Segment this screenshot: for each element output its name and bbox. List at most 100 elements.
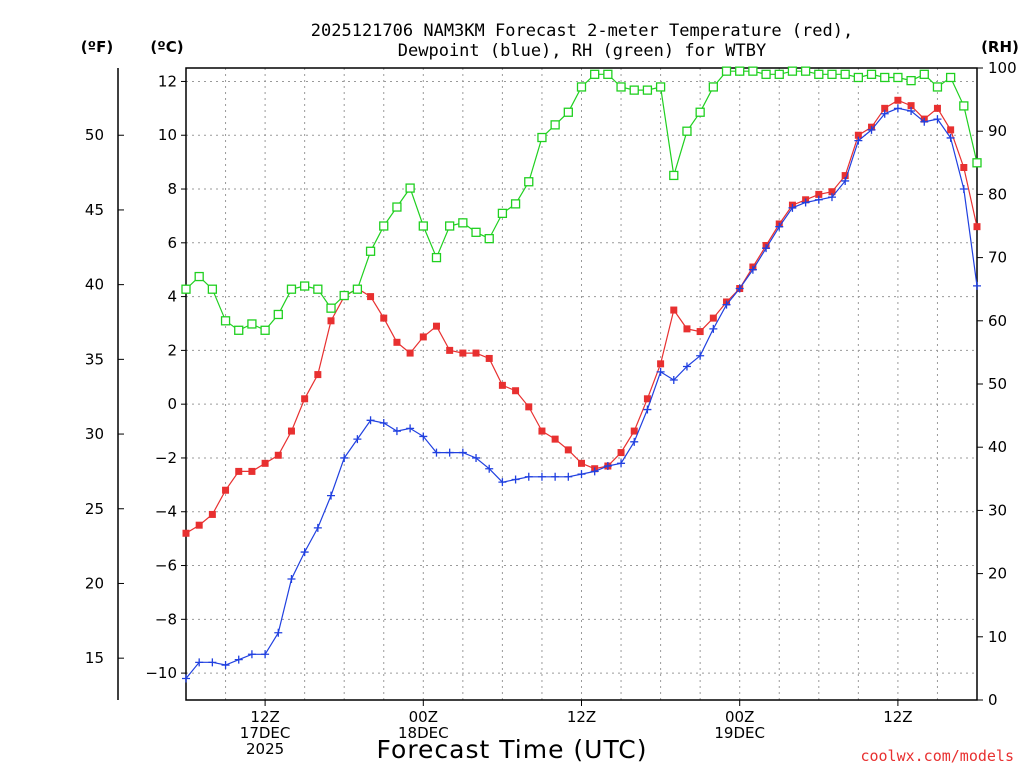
rh-point: [827, 69, 837, 79]
rh-point: [431, 252, 442, 263]
rh-point: [445, 221, 455, 231]
rh-point: [234, 325, 244, 335]
temperature-point: [419, 333, 427, 341]
dewpoint-point: [946, 133, 955, 142]
rh-point: [721, 66, 732, 76]
dewpoint-point: [366, 416, 375, 425]
rh-point: [708, 82, 718, 92]
fahrenheit-tick-label: 50: [85, 126, 104, 144]
rh-point: [339, 290, 349, 301]
rh-point: [576, 82, 587, 92]
rh-tick-label: 50: [988, 375, 1007, 393]
rh-point: [299, 281, 310, 291]
fahrenheit-tick-label: 35: [85, 350, 104, 368]
rh-point: [629, 85, 639, 95]
x-tick-label: 12Z: [883, 708, 912, 726]
dewpoint-point: [827, 193, 836, 202]
rh-tick-label: 30: [988, 501, 1007, 519]
dewpoint-point: [195, 658, 204, 667]
rh-unit-label: (RH): [981, 38, 1019, 56]
celsius-tick-label: 12: [158, 72, 177, 90]
celsius-tick-label: −2: [155, 449, 177, 467]
rh-point: [695, 107, 705, 117]
temperature-point: [446, 346, 454, 354]
temperature-point: [274, 451, 282, 459]
dewpoint-point: [247, 650, 256, 659]
x-tick-label: 2025: [246, 740, 284, 758]
dewpoint-point: [735, 284, 744, 293]
axes: [117, 67, 983, 706]
temperature-point: [222, 486, 230, 494]
temperature-point: [854, 131, 862, 139]
dewpoint-point: [419, 432, 428, 441]
rh-point: [642, 85, 653, 95]
x-tick-label: 18DEC: [398, 724, 449, 742]
rh-point: [418, 221, 428, 231]
temperature-point: [195, 521, 203, 529]
rh-point: [682, 126, 692, 136]
dewpoint-point: [854, 136, 863, 145]
temperature-point: [393, 338, 401, 346]
series-layer: [181, 66, 982, 683]
temperature-point: [643, 395, 651, 403]
dewpoint-point: [537, 472, 546, 481]
rh-point: [603, 69, 613, 79]
temperature-point: [314, 371, 322, 379]
temperature-point: [683, 325, 691, 333]
rh-point: [800, 66, 811, 76]
temperature-point: [657, 360, 665, 368]
temperature-point: [551, 435, 559, 443]
rh-tick-label: 10: [988, 628, 1007, 646]
temperature-point: [261, 459, 269, 467]
temperature-point: [367, 293, 375, 301]
dewpoint-point: [590, 467, 599, 476]
rh-point: [893, 72, 903, 83]
rh-point: [735, 66, 745, 76]
rh-point: [524, 177, 534, 187]
credit-link[interactable]: coolwx.com/models: [860, 747, 1014, 765]
rh-point: [181, 284, 191, 294]
celsius-tick-label: −6: [155, 557, 177, 575]
temperature-point: [973, 223, 981, 231]
dewpoint-point: [709, 324, 718, 333]
dewpoint-point: [577, 470, 586, 479]
rh-point: [537, 132, 547, 143]
rh-point: [458, 218, 468, 228]
dewpoint-point: [643, 405, 652, 414]
rh-point: [405, 183, 415, 193]
rh-point: [748, 66, 758, 76]
dewpoint-point: [458, 448, 467, 457]
dewpoint-point: [313, 523, 322, 532]
rh-point: [853, 72, 863, 83]
dewpoint-point: [814, 195, 823, 204]
temperature-point: [472, 349, 480, 357]
celsius-unit-label: (ºC): [150, 38, 183, 56]
rh-tick-label: 60: [988, 312, 1007, 330]
rh-tick-label: 40: [988, 438, 1007, 456]
temperature-point: [960, 164, 968, 172]
rh-point: [655, 82, 666, 92]
temperature-point: [815, 190, 823, 198]
dewpoint-point: [775, 222, 784, 231]
x-tick-label: 17DEC: [240, 724, 291, 742]
temperature-point: [894, 96, 902, 104]
temperature-point: [498, 381, 506, 389]
series-rh: [181, 66, 982, 335]
chart-title-line2: Dewpoint (blue), RH (green) for WTBY: [398, 41, 766, 61]
rh-point: [919, 69, 929, 79]
rh-point: [866, 69, 877, 79]
temperature-point: [828, 188, 836, 196]
rh-point: [352, 284, 363, 294]
temperature-point: [327, 317, 335, 325]
temperature-point: [406, 349, 414, 357]
rh-tick-label: 0: [988, 691, 998, 709]
rh-point: [761, 69, 771, 79]
rh-point: [484, 233, 494, 244]
dewpoint-point: [524, 472, 533, 481]
rh-tick-label: 80: [988, 185, 1007, 203]
rh-point: [220, 316, 231, 326]
rh-point: [959, 101, 969, 111]
rh-point: [840, 69, 850, 79]
fahrenheit-unit-label: (ºF): [81, 38, 113, 56]
